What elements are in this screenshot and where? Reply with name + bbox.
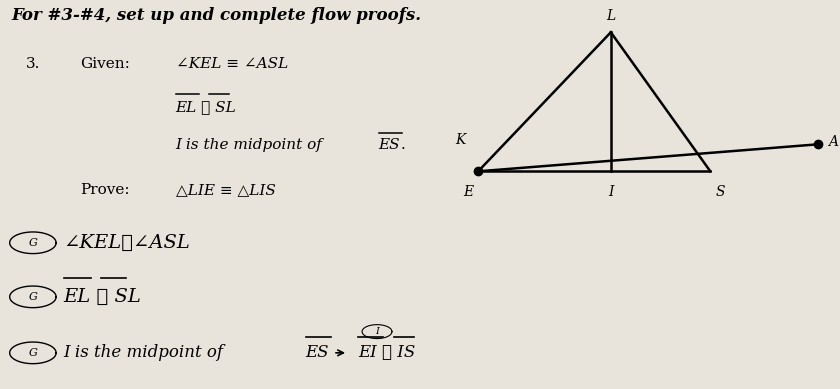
- Text: I: I: [608, 185, 613, 199]
- Text: L: L: [606, 9, 616, 23]
- Text: G: G: [29, 348, 37, 358]
- Text: 3.: 3.: [26, 58, 40, 72]
- Text: △LIE ≡ △LIS: △LIE ≡ △LIS: [176, 183, 276, 197]
- Text: EI ≅ IS: EI ≅ IS: [358, 344, 415, 361]
- Text: I is the midpoint of: I is the midpoint of: [176, 138, 328, 152]
- Text: EL ≅ SL: EL ≅ SL: [64, 288, 141, 306]
- Text: S: S: [716, 185, 725, 199]
- Text: I: I: [375, 327, 379, 336]
- Text: E: E: [463, 185, 473, 199]
- Text: ES: ES: [379, 138, 401, 152]
- Text: G: G: [29, 238, 37, 248]
- Text: A: A: [828, 135, 838, 149]
- Text: Given:: Given:: [80, 58, 130, 72]
- Text: For #3-#4, set up and complete flow proofs.: For #3-#4, set up and complete flow proo…: [11, 7, 422, 24]
- Text: G: G: [29, 292, 37, 302]
- Text: Prove:: Prove:: [80, 183, 130, 197]
- Text: K: K: [455, 133, 465, 147]
- Text: ES: ES: [306, 344, 329, 361]
- Text: ∠KEL≅∠ASL: ∠KEL≅∠ASL: [64, 234, 191, 252]
- Text: EL ≅ SL: EL ≅ SL: [176, 100, 236, 114]
- Text: I is the midpoint of: I is the midpoint of: [64, 344, 234, 361]
- Text: ∠KEL ≡ ∠ASL: ∠KEL ≡ ∠ASL: [176, 58, 288, 72]
- Text: .: .: [401, 138, 406, 152]
